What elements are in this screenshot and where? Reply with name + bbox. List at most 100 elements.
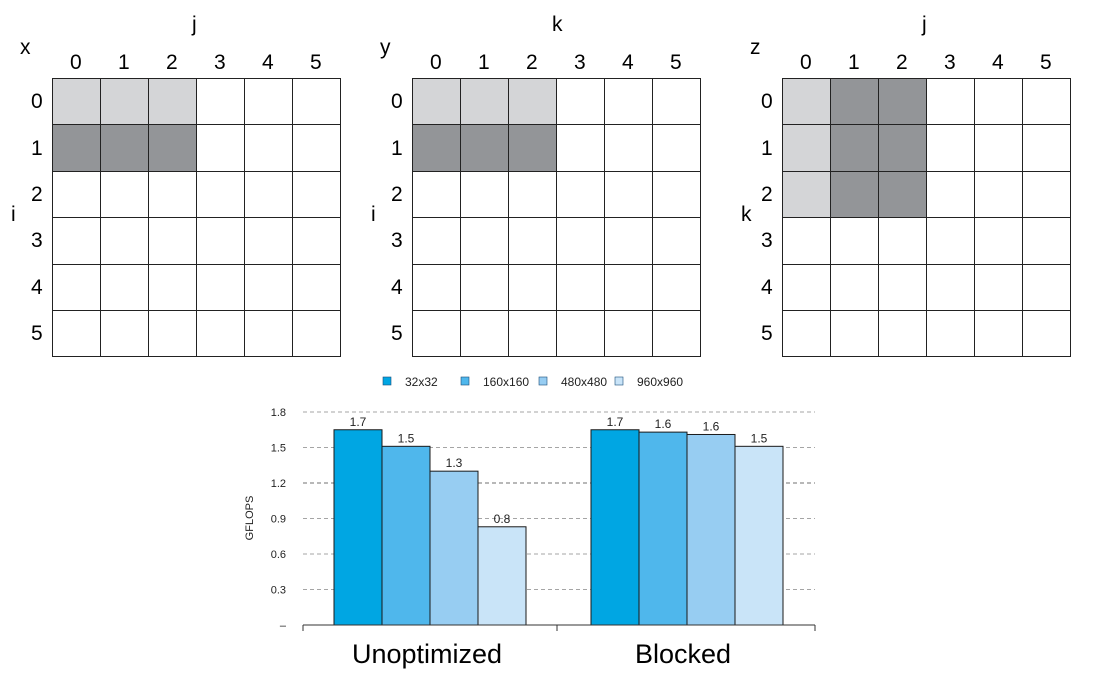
matrix-cell: [830, 263, 879, 311]
bar-value-label: 1.7: [607, 415, 624, 429]
matrix-x-grid: [52, 78, 341, 358]
row-axis-label: k: [741, 203, 752, 226]
y-axis-label: GFLOPS: [244, 496, 256, 541]
matrix-cell-dark: [460, 124, 509, 172]
column-index-label: 0: [70, 51, 82, 74]
matrix-cell: [604, 217, 653, 265]
column-index-label: 3: [944, 51, 956, 74]
column-index-label: 5: [1040, 51, 1052, 74]
matrix-z-panel: z j k 0 1 2 3 4 5 0 1 2 3 4 5: [730, 0, 1090, 365]
matrix-cell-dark: [508, 124, 557, 172]
matrix-cell: [148, 170, 197, 219]
bar: [638, 431, 688, 626]
row-index-label: 5: [761, 322, 773, 346]
column-index-label: 2: [896, 51, 908, 74]
matrix-cell: [556, 170, 605, 219]
matrix-cell: [926, 170, 975, 219]
matrix-cell: [830, 310, 879, 358]
matrix-cell-dark: [830, 124, 879, 172]
matrix-cell: [926, 310, 975, 358]
matrix-cell: [148, 217, 197, 265]
matrix-cell-dark: [148, 124, 197, 172]
matrix-cell: [974, 124, 1023, 172]
matrix-cell-light: [460, 78, 509, 126]
matrix-y-grid: [412, 78, 701, 358]
matrix-cell: [926, 263, 975, 311]
matrix-cell: [52, 310, 101, 358]
row-index-label: 0: [31, 90, 43, 114]
y-tick-label: 1.2: [271, 478, 286, 490]
matrix-cell-dark: [100, 124, 149, 172]
matrix-cell: [604, 170, 653, 219]
matrix-cell: [196, 263, 245, 311]
matrix-cell: [412, 217, 461, 265]
row-index-label: 1: [391, 136, 403, 160]
bar: [734, 445, 784, 626]
matrix-cell: [878, 263, 927, 311]
bar: [477, 526, 527, 626]
matrix-cell: [1022, 217, 1071, 265]
matrix-cell: [148, 263, 197, 311]
y-tick-label: –: [280, 620, 287, 632]
bar-value-label: 1.5: [398, 431, 415, 445]
row-axis-label: i: [371, 203, 376, 226]
matrix-cell: [244, 78, 293, 126]
row-index-label: 0: [761, 90, 773, 114]
matrix-cell: [652, 310, 701, 358]
matrix-cell: [604, 310, 653, 358]
matrix-cell: [412, 170, 461, 219]
column-axis-label: j: [922, 13, 927, 36]
matrix-cell: [1022, 263, 1071, 311]
matrix-cell: [508, 217, 557, 265]
column-index-label: 0: [800, 51, 812, 74]
matrix-cell: [100, 310, 149, 358]
matrix-cell: [926, 217, 975, 265]
matrix-cell: [652, 217, 701, 265]
matrix-cell: [974, 170, 1023, 219]
matrix-cell: [100, 263, 149, 311]
row-index-label: 3: [761, 229, 773, 253]
matrix-x-panel: x j i 0 1 2 3 4 5 0 1 2 3 4 5: [0, 0, 360, 365]
category-label: Blocked: [635, 639, 731, 669]
matrix-cell: [652, 78, 701, 126]
row-index-label: 2: [391, 183, 403, 206]
matrix-cell: [100, 217, 149, 265]
bar: [429, 470, 479, 626]
y-tick-label: 0.9: [271, 514, 286, 526]
matrix-cell: [508, 170, 557, 219]
bar: [590, 429, 640, 626]
column-index-label: 1: [848, 51, 860, 74]
matrix-cell: [412, 310, 461, 358]
matrix-cell: [926, 78, 975, 126]
bar: [381, 445, 431, 626]
matrix-cell: [1022, 124, 1071, 172]
y-tick-label: 0.3: [271, 585, 286, 597]
matrix-cell-dark: [878, 78, 927, 126]
matrix-cell: [244, 170, 293, 219]
column-index-label: 4: [262, 51, 274, 74]
row-index-label: 3: [31, 229, 43, 253]
matrix-cell: [196, 310, 245, 358]
matrix-cell: [460, 170, 509, 219]
matrix-cell: [604, 263, 653, 311]
matrix-cell: [292, 170, 341, 219]
matrix-cell: [52, 217, 101, 265]
legend-label: 160x160: [483, 375, 529, 389]
row-index-label: 2: [761, 183, 773, 206]
matrix-cell: [604, 78, 653, 126]
matrix-cell: [292, 217, 341, 265]
matrix-cell: [878, 217, 927, 265]
legend-swatch: [460, 376, 470, 386]
matrix-cell-light: [782, 170, 831, 219]
matrix-cell-dark: [878, 124, 927, 172]
column-index-label: 2: [526, 51, 538, 74]
row-index-label: 2: [31, 183, 43, 206]
matrix-cell: [244, 263, 293, 311]
matrix-cell-light: [148, 78, 197, 126]
column-index-label: 1: [118, 51, 130, 74]
matrix-cell: [652, 263, 701, 311]
row-index-label: 0: [391, 90, 403, 114]
matrix-cell: [604, 124, 653, 172]
matrix-cell-light: [412, 78, 461, 126]
y-tick-label: 0.6: [271, 549, 286, 561]
